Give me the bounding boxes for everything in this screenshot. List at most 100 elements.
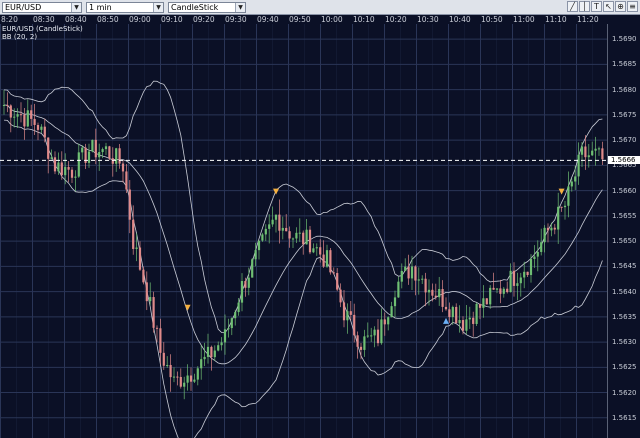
candle-body [33, 118, 36, 125]
candle-body [597, 148, 601, 150]
symbol-select[interactable]: EUR/USD ▼ [2, 1, 82, 13]
candle-body [281, 227, 284, 231]
candle-body [176, 376, 179, 378]
candle-body [271, 219, 274, 225]
candle-body [104, 146, 108, 150]
zoom-icon[interactable]: ⊕ [615, 1, 626, 12]
text-tool-icon[interactable]: T [591, 1, 602, 12]
candle-body [308, 229, 312, 253]
price-axis: 1.5690 1.5685 1.5680 1.5675 1.5670 1.5665 1.56… [607, 24, 640, 438]
candle-body [135, 247, 138, 249]
pen-icon[interactable]: ╱ [567, 1, 578, 12]
measure-icon[interactable]: │ [579, 1, 590, 12]
candle-body [329, 250, 332, 273]
candle-body [9, 105, 12, 118]
candle-body [543, 227, 546, 243]
candle-body [81, 147, 84, 153]
interval-select[interactable]: 1 min ▼ [86, 1, 164, 13]
time-axis: 8:20 08:30 08:40 08:50 09:00 09:10 09:20 09:30 0… [0, 15, 607, 24]
price-tick-label: 1.5690 [612, 35, 637, 44]
sell-marker-icon [558, 188, 565, 195]
chevron-down-icon[interactable]: ▼ [153, 2, 163, 12]
candle-body [404, 266, 407, 271]
candle-body [101, 149, 104, 153]
chevron-down-icon[interactable]: ▼ [235, 2, 245, 12]
candle-body [387, 317, 390, 325]
candle-body [390, 306, 393, 318]
candle-body [210, 346, 213, 358]
candle-body [570, 181, 573, 187]
price-tick-label: 1.5675 [612, 110, 637, 119]
candle-body [472, 317, 475, 324]
chart-toolbar: EUR/USD ▼ 1 min ▼ CandleStick ▼ ╱ │ T ↖ … [0, 0, 640, 15]
price-tick-label: 1.5655 [612, 211, 637, 220]
candle-body [492, 287, 495, 290]
candle-body [550, 227, 553, 231]
candle-body [142, 269, 145, 283]
candle-body [533, 256, 536, 260]
candle-body [155, 327, 159, 329]
candle-body [74, 176, 77, 178]
candle-body [77, 152, 80, 177]
candle-body [509, 270, 512, 293]
candle-body [291, 238, 295, 240]
candle-body [563, 205, 567, 208]
candle-body [91, 139, 94, 152]
candle-body [193, 379, 196, 382]
candle-body [451, 306, 454, 318]
price-tick-label: 1.5620 [612, 388, 637, 397]
candle-body [227, 328, 230, 330]
candle-body [111, 158, 114, 164]
candle-body [370, 335, 373, 337]
candle-body [244, 281, 247, 288]
price-tick-label: 1.5650 [612, 237, 637, 246]
candle-body [125, 171, 128, 190]
candle-body [189, 375, 193, 382]
candle-body [247, 277, 250, 288]
candle-body [264, 228, 267, 235]
price-plot[interactable] [0, 24, 607, 438]
candle-body [230, 318, 233, 329]
drawing-tools: ╱ │ T ↖ ⊕ ≡ [567, 1, 638, 12]
candle-body [519, 277, 522, 284]
chevron-down-icon[interactable]: ▼ [71, 2, 81, 12]
price-tick-label: 1.5665 [612, 161, 637, 170]
candle-body [410, 266, 414, 279]
candle-body [36, 124, 40, 130]
candle-body [376, 329, 380, 344]
time-tick-label: 09:20 [193, 15, 215, 24]
candle-body [118, 148, 121, 164]
candle-body [444, 306, 448, 310]
chart-type-select[interactable]: CandleStick ▼ [168, 1, 246, 13]
candle-body [601, 148, 604, 160]
candle-body [336, 273, 339, 290]
time-tick-label: 09:30 [225, 15, 247, 24]
candle-body [213, 350, 216, 358]
candle-body [553, 227, 556, 230]
candle-body [26, 110, 29, 127]
candle-body [461, 320, 465, 331]
time-tick-label: 11:00 [513, 15, 535, 24]
price-tick-label: 1.5685 [612, 60, 637, 69]
price-tick-label: 1.5635 [612, 312, 637, 321]
pointer-icon[interactable]: ↖ [603, 1, 614, 12]
price-tick-label: 1.5625 [612, 363, 637, 372]
candle-body [584, 146, 587, 158]
candle-body [397, 281, 400, 298]
candle-body [108, 146, 111, 159]
candle-body [363, 336, 366, 350]
time-tick-label: 09:40 [257, 15, 279, 24]
candle-body [223, 329, 227, 343]
candle-body [302, 232, 305, 245]
time-tick-label: 08:40 [65, 15, 87, 24]
candle-body [431, 289, 434, 296]
candle-body [380, 319, 383, 344]
candle-body [587, 155, 590, 158]
candle-body [2, 104, 6, 106]
candle-body [43, 126, 46, 138]
candle-body [40, 126, 43, 130]
candle-body [274, 214, 278, 220]
settings-icon[interactable]: ≡ [627, 1, 638, 12]
candle-body [64, 167, 67, 176]
